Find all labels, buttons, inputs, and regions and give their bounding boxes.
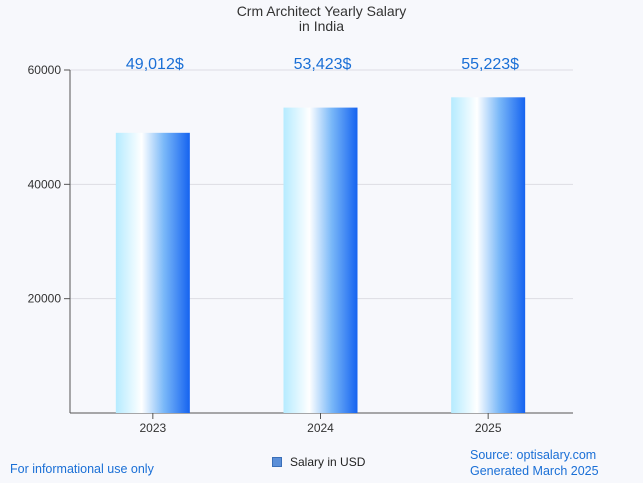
legend: Salary in USD — [272, 455, 365, 469]
chart-title: Crm Architect Yearly Salary — [236, 3, 407, 19]
disclaimer-text: For informational use only — [10, 462, 154, 476]
data-label-2024: 53,423$ — [294, 56, 352, 73]
legend-swatch — [272, 457, 282, 467]
generated-text: Generated March 2025 — [470, 464, 599, 478]
legend-label: Salary in USD — [290, 455, 366, 469]
y-tick-label: 40000 — [28, 177, 62, 191]
data-label-2023: 49,012$ — [126, 56, 184, 73]
x-tick-label: 2025 — [475, 421, 502, 435]
bar-2023 — [115, 132, 190, 413]
source-block: Source: optisalary.com Generated March 2… — [470, 447, 599, 479]
y-tick-label: 20000 — [28, 292, 62, 306]
bar-2024 — [283, 107, 358, 414]
source-text: Source: optisalary.com — [470, 448, 597, 462]
y-tick-label: 60000 — [28, 63, 62, 77]
data-label-2025: 55,223$ — [461, 56, 519, 73]
bar-2025 — [451, 97, 526, 413]
x-tick-label: 2024 — [307, 421, 334, 435]
chart-title-block: Crm Architect Yearly Salary in India — [0, 4, 643, 34]
chart-subtitle: in India — [298, 18, 345, 34]
x-tick-label: 2023 — [139, 421, 166, 435]
